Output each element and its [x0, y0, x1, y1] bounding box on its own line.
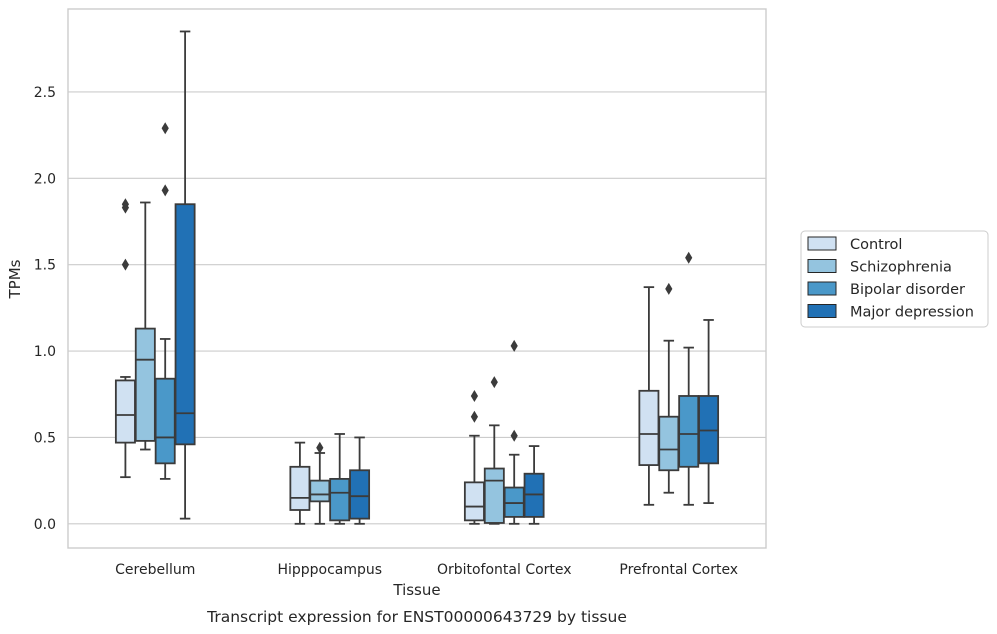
- box-control: [638, 286, 660, 506]
- box-schizophrenia: [483, 376, 505, 525]
- outlier-point: [316, 441, 324, 454]
- y-tick-label: 1.5: [34, 258, 56, 274]
- box-body: [463, 481, 485, 522]
- y-tick-label: 2.5: [34, 85, 56, 101]
- box-body: [114, 379, 136, 444]
- box-bipolar-disorder: [154, 122, 176, 480]
- box-bipolar-disorder: [503, 339, 525, 525]
- y-tick-label: 2.0: [34, 171, 56, 187]
- box-bipolar-disorder: [329, 433, 351, 525]
- box-schizophrenia: [658, 282, 680, 494]
- box-body: [349, 469, 371, 520]
- box-major-depression: [174, 30, 196, 520]
- outlier-point: [510, 339, 518, 352]
- x-axis-label: Tissue: [392, 581, 440, 599]
- box-body: [483, 467, 505, 524]
- legend-frame: [800, 230, 989, 328]
- x-tick-label: Hipppocampus: [277, 562, 382, 578]
- box-groups: [114, 30, 720, 525]
- box-body: [678, 395, 700, 468]
- box-major-depression: [349, 436, 371, 525]
- box-body: [309, 479, 331, 503]
- outlier-point: [161, 122, 169, 135]
- box-major-depression: [698, 319, 720, 504]
- legend-swatch: [807, 259, 837, 273]
- y-tick-labels: 0.0 0.5 1.0 1.5 2.0 2.5: [34, 85, 56, 533]
- x-tick-label: Cerebellum: [115, 562, 195, 578]
- y-tick-label: 1.0: [34, 344, 56, 360]
- box-body: [658, 415, 680, 472]
- legend: Control Schizophrenia Bipolar disorder Majo…: [800, 230, 989, 328]
- outlier-point: [470, 389, 479, 402]
- box-body: [329, 477, 351, 522]
- legend-label: Major depression: [850, 305, 974, 321]
- outlier-point: [121, 198, 130, 211]
- box-control: [463, 389, 485, 525]
- outlier-point: [470, 410, 479, 423]
- box-body: [638, 389, 660, 466]
- legend-swatch: [807, 236, 837, 251]
- box-control: [289, 441, 311, 525]
- box-body: [174, 203, 196, 446]
- box-schizophrenia: [309, 441, 331, 525]
- box-control: [114, 198, 136, 479]
- outlier-point: [665, 282, 673, 295]
- x-tick-label: Prefrontal Cortex: [619, 562, 738, 578]
- chart-caption: Transcript expression for ENST0000064372…: [206, 608, 627, 626]
- box-schizophrenia: [134, 201, 156, 451]
- legend-swatch: [807, 304, 837, 318]
- legend-label: Schizophrenia: [850, 260, 952, 276]
- box-body: [134, 327, 156, 442]
- y-axis-label: TPMs: [6, 259, 24, 299]
- outlier-point: [685, 251, 693, 264]
- box-body: [154, 377, 176, 465]
- x-tick-label: Orbitofontal Cortex: [437, 562, 572, 578]
- outlier-point: [161, 184, 169, 197]
- x-tick-labels: Cerebellum Hipppocampus Orbitofontal Corte…: [115, 562, 738, 578]
- legend-swatch: [807, 281, 837, 296]
- legend-label: Bipolar disorder: [850, 282, 965, 298]
- y-tick-label: 0.0: [34, 517, 56, 533]
- plot-frame: [67, 8, 767, 549]
- box-bipolar-disorder: [678, 251, 700, 506]
- legend-label: Control: [850, 237, 902, 253]
- outlier-point: [121, 258, 130, 271]
- y-tick-label: 0.5: [34, 430, 56, 446]
- outlier-point: [490, 376, 498, 389]
- box-major-depression: [523, 445, 545, 525]
- box-body: [289, 465, 311, 511]
- outlier-point: [510, 429, 518, 442]
